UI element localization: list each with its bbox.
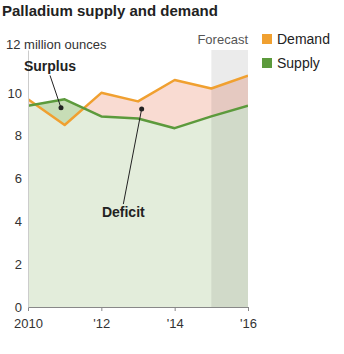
annotation-leader	[50, 75, 61, 107]
line-b	[28, 99, 248, 128]
y-tick: 12 million ounces	[6, 37, 107, 52]
x-tick-mark	[101, 307, 102, 311]
forecast-band	[211, 50, 248, 307]
x-tick-label: '14	[167, 316, 184, 331]
x-tick-label: 2010	[14, 316, 43, 331]
y-tick: 10	[8, 85, 28, 100]
y-tick-label: 12 million ounces	[6, 37, 107, 52]
x-tick-mark	[248, 307, 249, 311]
annotation: Surplus	[24, 58, 76, 74]
y-tick-label: 10	[8, 85, 22, 100]
x-axis: 2010 '12 '14 '16	[14, 307, 257, 331]
legend-swatch	[262, 58, 272, 68]
x-tick-mark	[175, 307, 176, 311]
x-axis-line	[29, 308, 249, 312]
title: Palladium supply and demand	[2, 2, 218, 19]
y-tick: 2	[15, 257, 28, 272]
x-tick-label: '16	[240, 316, 257, 331]
x-tick-label: '12	[93, 316, 110, 331]
y-tick: 0	[15, 300, 28, 315]
y-tick: 4	[15, 214, 28, 229]
forecast-label: Forecast	[197, 32, 248, 47]
x-tick-mark	[28, 307, 29, 311]
legend: Demand Supply	[262, 31, 330, 71]
y-tick-label: 0	[15, 300, 22, 315]
chart: Palladium supply and demandForecast2010'…	[0, 0, 344, 354]
y-tick-label: 8	[15, 128, 22, 143]
x-tick: '12	[93, 307, 110, 331]
y-tick-label: 4	[15, 214, 22, 229]
legend-swatch	[262, 34, 272, 44]
y-tick: 8	[15, 128, 28, 143]
annotation-leader	[123, 109, 141, 204]
y-axis-line	[28, 51, 29, 308]
legend-label: Supply	[277, 55, 320, 71]
x-tick: '16	[240, 307, 257, 331]
legend-label: Demand	[277, 31, 330, 47]
annotation: Deficit	[102, 204, 145, 220]
annotation-dot	[139, 106, 144, 111]
y-tick-label: 6	[15, 171, 22, 186]
annotation-dot	[59, 105, 64, 110]
y-tick-label: 2	[15, 257, 22, 272]
y-axis: 0 2 4 6 8 10 12 million ounces	[6, 37, 107, 314]
y-tick: 6	[15, 171, 28, 186]
x-tick: '14	[167, 307, 184, 331]
plot-area	[28, 50, 248, 307]
